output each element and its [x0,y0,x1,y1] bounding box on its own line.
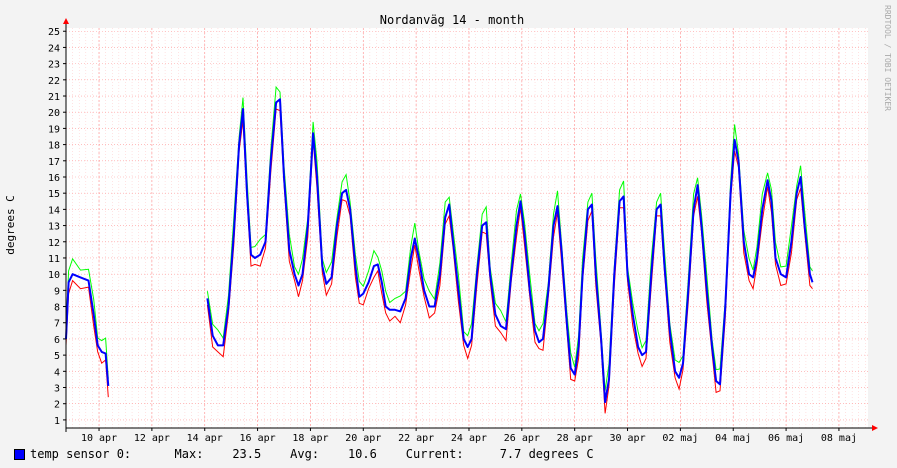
y-tick-label: 4 [54,367,60,378]
y-axis-arrow [63,18,69,24]
legend-label: temp sensor 0: [30,447,132,461]
plot-area [66,28,868,428]
y-tick-label: 17 [48,157,60,168]
y-tick-label: 6 [54,335,60,346]
x-tick-label: 22 apr [398,433,434,444]
y-tick-label: 9 [54,286,60,297]
legend-max-value: 23.5 [232,447,262,461]
y-tick-label: 22 [48,76,60,87]
x-axis-arrow [872,425,878,431]
x-tick-label: 14 apr [187,433,223,444]
series-max-line [65,257,109,379]
legend-current-label: Current: [405,447,464,461]
x-tick-label: 08 maj [821,433,857,444]
grid [65,28,868,428]
axes [63,18,878,432]
y-tick-label: 10 [48,270,60,281]
legend-current-value: 7.7 degrees C [499,447,594,461]
legend-avg-label: Avg: [290,447,320,461]
y-tick-label: 21 [48,92,60,103]
y-tick-label: 13 [48,222,60,233]
y-tick-label: 23 [48,60,60,71]
series-min-line [65,279,109,398]
y-tick-label: 3 [54,384,60,395]
y-tick-label: 25 [48,27,60,38]
x-tick-label: 12 apr [134,433,170,444]
y-tick-label: 24 [48,43,60,54]
x-tick-label: 18 apr [292,433,328,444]
x-tick-label: 20 apr [345,433,381,444]
x-tick-label: 28 apr [557,433,593,444]
y-tick-label: 18 [48,141,60,152]
x-tick-label: 24 apr [451,433,487,444]
y-tick-label: 14 [48,205,60,216]
y-tick-label: 11 [48,254,60,265]
x-tick-label: 04 maj [715,433,751,444]
x-tick-label: 16 apr [240,433,276,444]
x-tick-label: 26 apr [504,433,540,444]
legend-swatch [14,448,25,460]
legend-max-label: Max: [174,447,204,461]
x-tick-label: 30 apr [609,433,645,444]
legend-avg-value: 10.6 [347,447,377,461]
y-tick-label: 15 [48,189,60,200]
axis-ticks: 1234567891011121314151617181920212223242… [48,27,857,444]
x-tick-label: 02 maj [662,433,698,444]
y-axis-label: degrees C [4,195,17,255]
y-tick-label: 7 [54,319,60,330]
y-tick-label: 5 [54,351,60,362]
chart-title: Nordanväg 14 - month [380,13,525,27]
y-tick-label: 1 [54,416,60,427]
y-tick-label: 20 [48,108,60,119]
y-tick-label: 2 [54,400,60,411]
x-tick-label: 06 maj [768,433,804,444]
y-tick-label: 12 [48,238,60,249]
y-tick-label: 8 [54,303,60,314]
y-tick-label: 16 [48,173,60,184]
y-tick-label: 19 [48,124,60,135]
legend: temp sensor 0: Max: 23.5 Avg: 10.6 Curre… [14,446,594,462]
watermark: RRDTOOL / TOBI OETIKER [883,5,892,111]
series-layer [65,85,814,414]
series-temp-sensor-0-line [206,98,814,404]
x-tick-label: 10 apr [81,433,117,444]
series-temp-sensor-0-line [65,273,110,386]
